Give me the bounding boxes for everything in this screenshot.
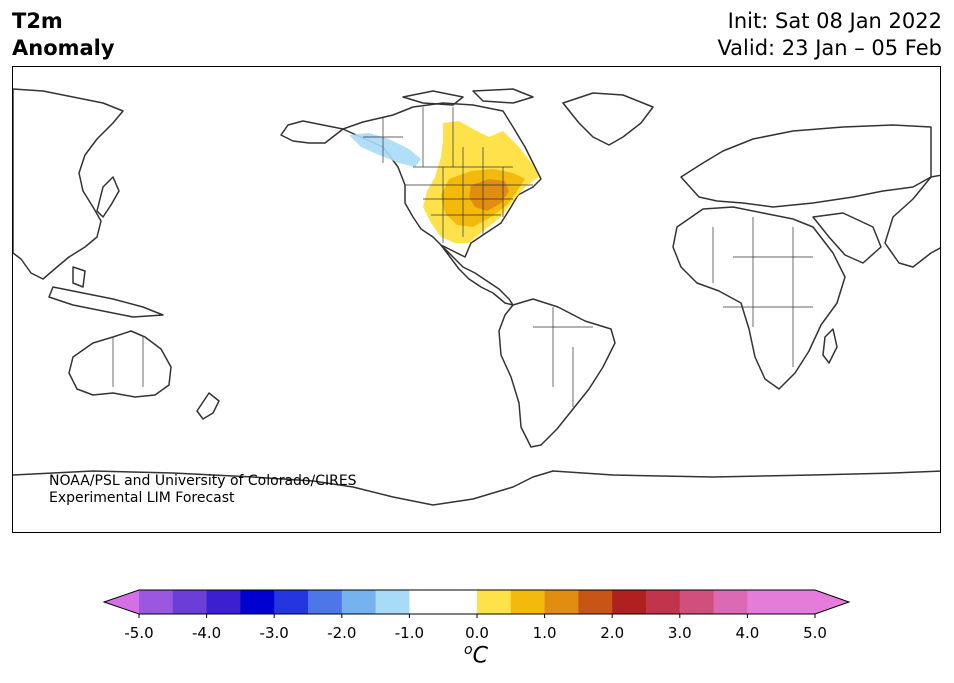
colorbar-tick-label: -2.0 (327, 624, 357, 642)
map-canvas (13, 88, 940, 506)
colorbar-swatch (679, 590, 715, 614)
colorbar-extend-low (104, 590, 139, 614)
variable-label: T2m (12, 9, 63, 33)
colorbar-swatches (102, 589, 851, 618)
colorbar-tick-label: 5.0 (803, 624, 827, 642)
cold-anomaly-western-canada (349, 133, 421, 167)
colorbar-unit: oC (464, 642, 488, 669)
alaska-outline (280, 120, 344, 144)
colorbar-swatch (443, 590, 478, 614)
colorbar-swatch (409, 590, 444, 614)
map-title: T2m Anomaly (12, 8, 115, 62)
credit-text: NOAA/PSL and University of Colorado/CIRE… (49, 473, 357, 507)
credit-line-2: Experimental LIM Forecast (49, 490, 235, 506)
colorbar-tick-label: 4.0 (735, 624, 760, 642)
colorbar-tick-label: -5.0 (124, 624, 154, 642)
north-america-outline (342, 102, 542, 258)
africa-outline (672, 206, 846, 390)
colorbar-swatch (139, 590, 174, 614)
colorbar-swatch (274, 590, 309, 614)
antarctica-outline (13, 470, 940, 506)
valid-range: Valid: 23 Jan – 05 Feb (717, 36, 942, 60)
colorbar-swatch (646, 590, 681, 614)
colorbar-swatch (477, 590, 512, 614)
init-date: Init: Sat 08 Jan 2022 (727, 9, 942, 33)
colorbar-swatch (578, 590, 613, 614)
colorbar-swatch (612, 590, 647, 614)
arabia-outline (812, 212, 882, 264)
europe-outline (680, 124, 932, 208)
forecast-dates: Init: Sat 08 Jan 2022 Valid: 23 Jan – 05… (717, 8, 942, 62)
colorbar-swatch (240, 590, 275, 614)
japan-outline (96, 176, 120, 218)
maritime-se-asia-outline (48, 266, 164, 318)
colorbar-swatch (206, 590, 241, 614)
south-america-outline (498, 298, 616, 448)
colorbar-extend-high (815, 590, 849, 614)
colorbar-swatch (341, 590, 377, 614)
colorbar-tick-label: -3.0 (259, 624, 289, 642)
colorbar-swatch (308, 590, 343, 614)
colorbar-swatch (375, 590, 410, 614)
colorbar-swatch (747, 590, 815, 614)
field-label: Anomaly (12, 36, 115, 60)
colorbar-swatch (713, 590, 748, 614)
central-america-outline (440, 244, 514, 306)
colorbar-tick-label: -1.0 (394, 624, 425, 642)
australia-outline (68, 330, 172, 398)
colorbar-swatch (510, 590, 546, 614)
world-map (12, 66, 941, 533)
colorbar-swatch (544, 590, 579, 614)
new-zealand-outline (196, 392, 220, 420)
east-asia-outline (13, 88, 124, 280)
political-borders (112, 107, 813, 407)
colorbar-tick-label: 2.0 (600, 624, 625, 642)
colorbar-tick-label: 3.0 (667, 624, 692, 642)
colorbar-swatch (172, 590, 208, 614)
colorbar-tick-label: 0.0 (465, 624, 489, 642)
greenland-outline (562, 92, 654, 146)
credit-line-1: NOAA/PSL and University of Colorado/CIRE… (49, 473, 357, 489)
colorbar-tick-label: 1.0 (532, 624, 557, 642)
colorbar-tick-label: -4.0 (191, 624, 222, 642)
south-asia-outline (884, 174, 940, 268)
arctic-islands-outline (402, 88, 534, 106)
madagascar-outline (822, 328, 838, 364)
warm-anomaly-strong (469, 179, 509, 211)
